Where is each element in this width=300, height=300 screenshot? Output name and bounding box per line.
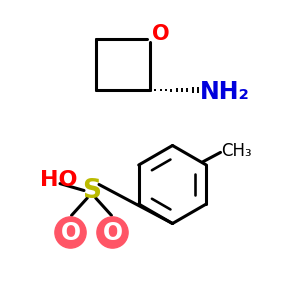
Text: HO: HO bbox=[40, 170, 78, 190]
Text: O: O bbox=[60, 220, 81, 244]
Circle shape bbox=[55, 217, 86, 248]
Text: S: S bbox=[82, 178, 101, 203]
Circle shape bbox=[97, 217, 128, 248]
Text: CH₃: CH₃ bbox=[221, 142, 252, 160]
Text: O: O bbox=[152, 25, 169, 44]
Text: NH₂: NH₂ bbox=[200, 80, 249, 103]
Text: O: O bbox=[102, 220, 123, 244]
